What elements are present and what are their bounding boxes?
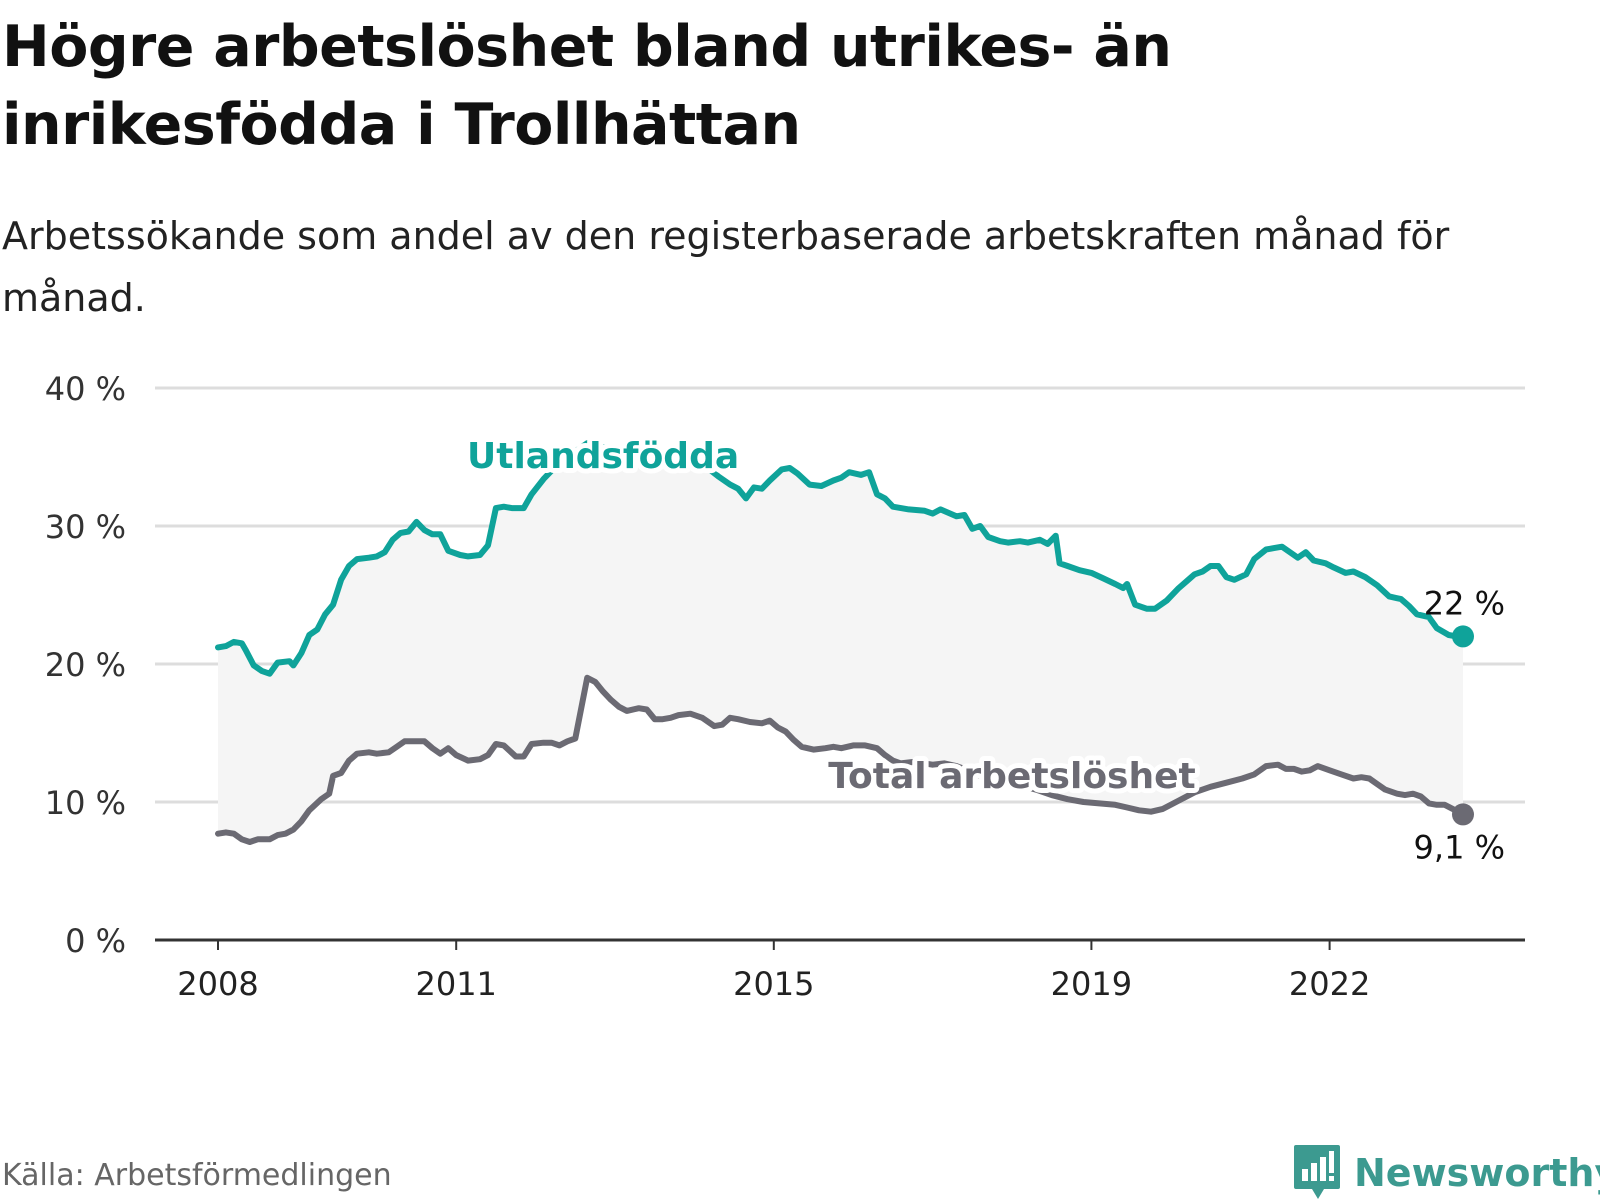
y-tick-label: 10 % (45, 784, 126, 822)
series-annotation-foreign: Utlandsfödda (467, 436, 739, 477)
brand-name: Newsworthy (1354, 1151, 1600, 1195)
axes: 0 % 10 % 20 % 30 % 40 % 2008 2011 2015 2019 2022 (45, 370, 1525, 1003)
y-tick-label: 20 % (45, 646, 126, 684)
series-annotation-total: Total arbetslöshet (828, 756, 1196, 797)
x-tick-label: 2019 (1051, 965, 1132, 1003)
y-tick-label: 30 % (45, 508, 126, 546)
series-line-foreign (215, 440, 1466, 677)
end-marker-total (1452, 803, 1474, 826)
x-tick-label: 2011 (415, 965, 496, 1003)
brand-logo: Newsworthy (1292, 1143, 1600, 1203)
x-tick-label: 2022 (1289, 965, 1370, 1003)
line-chart: 0 %10 %20 %30 %40 %2008 2011 2015 2019 2022 … (45, 370, 1525, 1003)
y-tick-label: 40 % (45, 370, 126, 408)
series-lines: 22 % 9,1 % (215, 440, 1505, 866)
end-marker-foreign (1452, 625, 1474, 648)
newsworthy-logo-icon (1294, 1145, 1340, 1199)
source-note: Källa: Arbetsförmedlingen (2, 1158, 392, 1193)
y-tick-label: 0 % (65, 922, 126, 960)
end-label-total: 9,1 % (1414, 828, 1505, 866)
series-line-total (215, 674, 1466, 845)
end-label-foreign: 22 % (1424, 584, 1505, 622)
chart-subtitle: Arbetssökande som andel av den registerb… (2, 214, 1450, 320)
x-tick-label: 2015 (733, 965, 814, 1003)
annotations: Utlandsfödda Total arbetslöshet (462, 431, 1201, 802)
chart-title: Högre arbetslöshet bland utrikes- än inr… (2, 14, 1172, 158)
x-tick-label: 2008 (177, 965, 258, 1003)
